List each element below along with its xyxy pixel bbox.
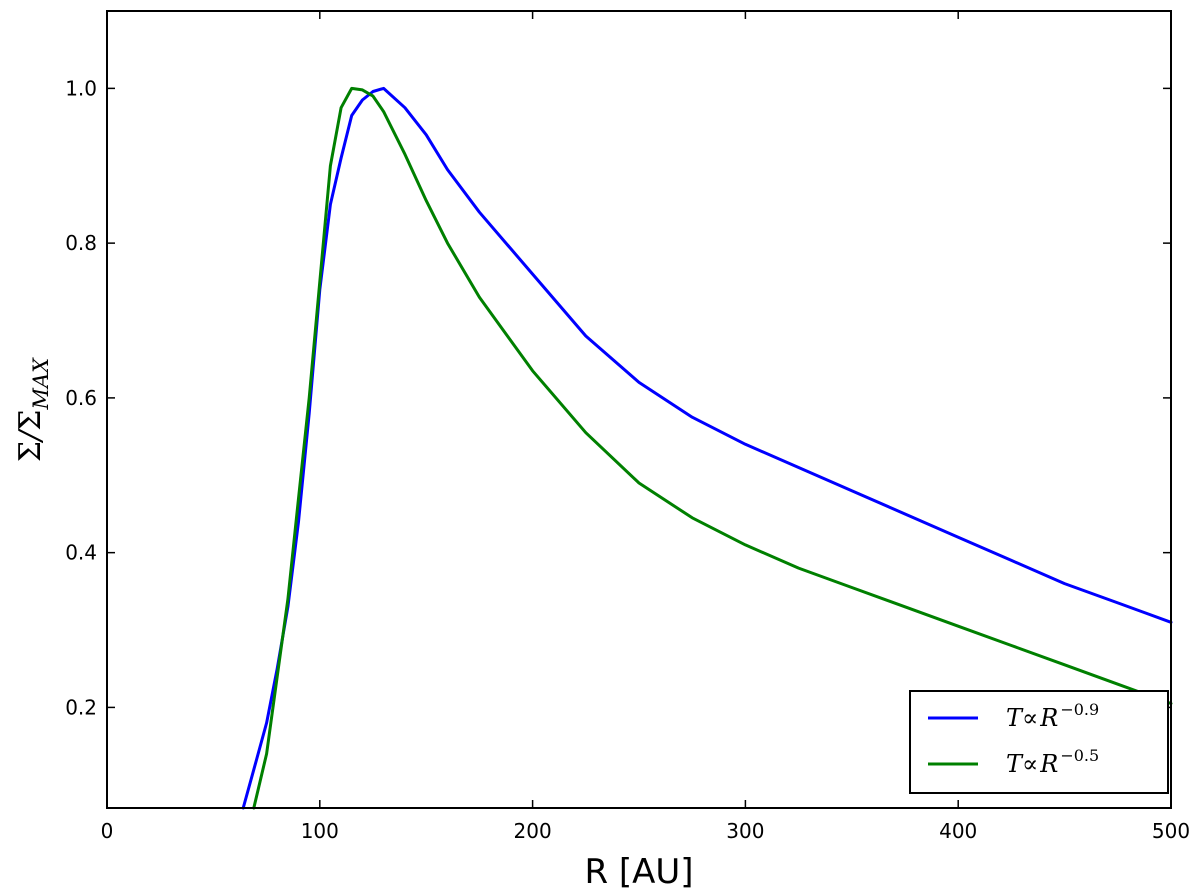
x-tick-label: 300 (726, 819, 764, 843)
plot-frame (106, 10, 1172, 809)
y-axis-label-sigma2: Σ (13, 410, 48, 431)
x-tick-label: 0 (101, 819, 114, 843)
x-tick-label: 200 (514, 819, 552, 843)
y-tick-label: 0.2 (65, 695, 97, 719)
x-axis-label: R [AU] (584, 852, 693, 892)
y-axis-label-sigma: Σ (13, 441, 48, 462)
svg-text:Σ/ΣMAX: Σ/ΣMAX (13, 357, 53, 462)
x-tick-label: 100 (301, 819, 339, 843)
legend-label-0: T∝R −0.9 (1006, 700, 1099, 732)
y-axis-label-subscript: MAX (29, 357, 53, 411)
x-tick-label: 500 (1152, 819, 1190, 843)
ticks-layer: 0 100 200 300 400 500 0.2 0.4 0.6 0.8 1.0 (65, 11, 1190, 843)
y-tick-label: 0.8 (65, 231, 97, 255)
series-line-0 (241, 86, 1173, 810)
y-axis-label-slash: / (13, 428, 48, 444)
legend-box (909, 690, 1169, 794)
series-line-1 (252, 86, 1173, 810)
y-tick-label: 0.6 (65, 386, 97, 410)
legend: T∝R −0.9 T∝R −0.5 (909, 690, 1169, 794)
legend-label-1: T∝R −0.5 (1006, 746, 1099, 778)
x-tick-label: 400 (939, 819, 977, 843)
y-tick-label: 0.4 (65, 541, 97, 565)
series-layer (241, 86, 1173, 810)
y-tick-label: 1.0 (65, 76, 97, 100)
y-axis-label: Σ/ΣMAX (13, 357, 53, 462)
